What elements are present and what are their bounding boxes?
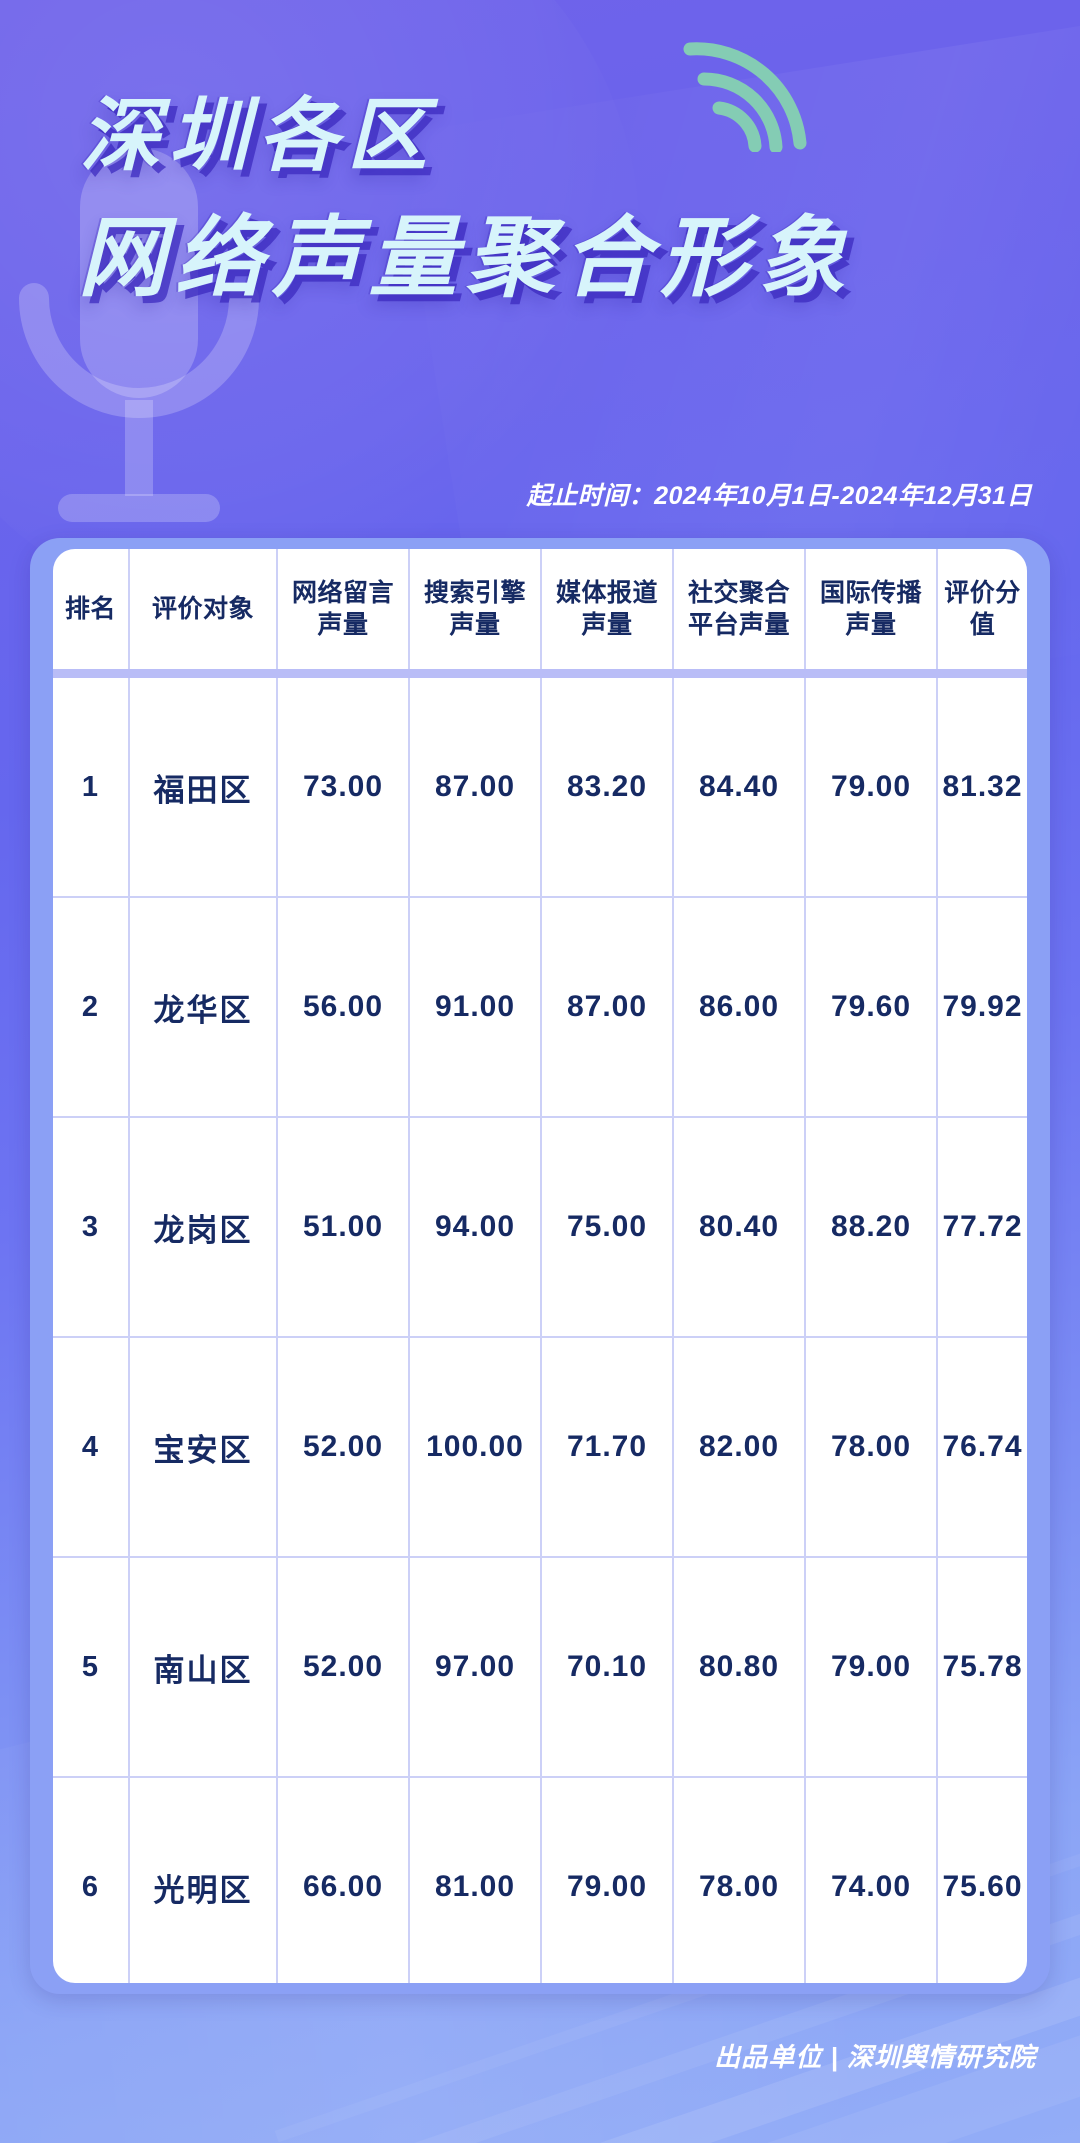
cell-name: 南山区: [128, 1557, 277, 1777]
cell-media-reports: 83.20: [540, 673, 673, 897]
cell-name: 宝安区: [128, 1337, 277, 1557]
cell-search-engine: 94.00: [408, 1117, 541, 1337]
cell-score: 77.72: [936, 1117, 1027, 1337]
cell-social-platform: 82.00: [672, 1337, 805, 1557]
cell-media-reports: 70.10: [540, 1557, 673, 1777]
table-row: 3 龙岗区 51.00 94.00 75.00 80.40 88.20 77.7…: [53, 1117, 1027, 1337]
column-header-social-platform: 社交聚合 平台声量: [672, 549, 805, 674]
table-header: 排名 评价对象 网络留言 声量 搜索引擎 声: [53, 549, 1027, 674]
cell-media-reports: 75.00: [540, 1117, 673, 1337]
cell-media-reports: 71.70: [540, 1337, 673, 1557]
cell-international: 79.00: [804, 673, 937, 897]
cell-search-engine: 91.00: [408, 897, 541, 1117]
cell-name: 龙岗区: [128, 1117, 277, 1337]
cell-international: 79.00: [804, 1557, 937, 1777]
cell-online-comments: 66.00: [276, 1777, 409, 1983]
cell-rank: 6: [81, 1870, 100, 1903]
cell-rank: 5: [81, 1650, 100, 1683]
cell-international: 78.00: [804, 1337, 937, 1557]
cell-media-reports: 79.00: [540, 1777, 673, 1983]
table-row: 4 宝安区 52.00 100.00 71.70 82.00 78.00 76.…: [53, 1337, 1027, 1557]
cell-rank: 3: [81, 1210, 100, 1243]
table-row: 5 南山区 52.00 97.00 70.10 80.80 79.00 75.7…: [53, 1557, 1027, 1777]
column-header-online-comments: 网络留言 声量: [276, 549, 409, 674]
cell-score: 75.78: [936, 1557, 1027, 1777]
cell-name: 龙华区: [128, 897, 277, 1117]
ranking-table-card: 排名 评价对象 网络留言 声量 搜索引擎 声: [53, 549, 1027, 1983]
title-line-2: 网络声量聚合形象: [78, 208, 855, 307]
cell-social-platform: 80.40: [672, 1117, 805, 1337]
cell-social-platform: 80.80: [672, 1557, 805, 1777]
cell-online-comments: 52.00: [276, 1337, 409, 1557]
cell-search-engine: 100.00: [408, 1337, 541, 1557]
cell-score: 76.74: [936, 1337, 1027, 1557]
column-header-international: 国际传播 声量: [804, 549, 937, 674]
column-header-media-reports: 媒体报道 声量: [540, 549, 673, 674]
cell-name: 福田区: [128, 673, 277, 897]
cell-score: 81.32: [936, 673, 1027, 897]
column-header-search-engine: 搜索引擎 声量: [408, 549, 541, 674]
cell-score: 75.60: [936, 1777, 1027, 1983]
cell-online-comments: 52.00: [276, 1557, 409, 1777]
cell-online-comments: 73.00: [276, 673, 409, 897]
table-row: 2 龙华区 56.00 91.00 87.00 86.00 79.60 79.9…: [53, 897, 1027, 1117]
title-line-1: 深圳各区: [80, 91, 436, 180]
cell-international: 88.20: [804, 1117, 937, 1337]
table-row: 6 光明区 66.00 81.00 79.00 78.00 74.00 75.6…: [53, 1777, 1027, 1983]
table-header-row: 排名 评价对象 网络留言 声量 搜索引擎 声: [53, 549, 1027, 674]
cell-online-comments: 56.00: [276, 897, 409, 1117]
cell-search-engine: 97.00: [408, 1557, 541, 1777]
cell-rank: 4: [81, 1430, 100, 1463]
cell-social-platform: 84.40: [672, 673, 805, 897]
column-header-score: 评价分值: [936, 549, 1027, 674]
cell-media-reports: 87.00: [540, 897, 673, 1117]
cell-rank: 1: [81, 770, 100, 803]
cell-social-platform: 78.00: [672, 1777, 805, 1983]
cell-international: 79.60: [804, 897, 937, 1117]
page-title: 深圳各区 网络声量聚合形象: [0, 96, 1080, 302]
cell-international: 74.00: [804, 1777, 937, 1983]
cell-online-comments: 51.00: [276, 1117, 409, 1337]
ranking-table: 排名 评价对象 网络留言 声量 搜索引擎 声: [53, 549, 1027, 1983]
cell-name: 光明区: [128, 1777, 277, 1983]
cell-search-engine: 81.00: [408, 1777, 541, 1983]
ranking-table-frame: 排名 评价对象 网络留言 声量 搜索引擎 声: [30, 538, 1050, 1994]
publisher-credit: 出品单位 | 深圳舆情研究院: [714, 2042, 1036, 2072]
column-header-subject: 评价对象: [128, 549, 277, 674]
cell-score: 79.92: [936, 897, 1027, 1117]
cell-search-engine: 87.00: [408, 673, 541, 897]
date-range-label: 起止时间：2024年10月1日-2024年12月31日: [526, 482, 1032, 510]
column-header-rank: 排名: [64, 594, 116, 623]
cell-rank: 2: [81, 990, 100, 1023]
table-row: 1 福田区 73.00 87.00 83.20 84.40 79.00 81.3…: [53, 673, 1027, 897]
cell-social-platform: 86.00: [672, 897, 805, 1117]
table-body: 1 福田区 73.00 87.00 83.20 84.40 79.00 81.3…: [53, 673, 1027, 1983]
